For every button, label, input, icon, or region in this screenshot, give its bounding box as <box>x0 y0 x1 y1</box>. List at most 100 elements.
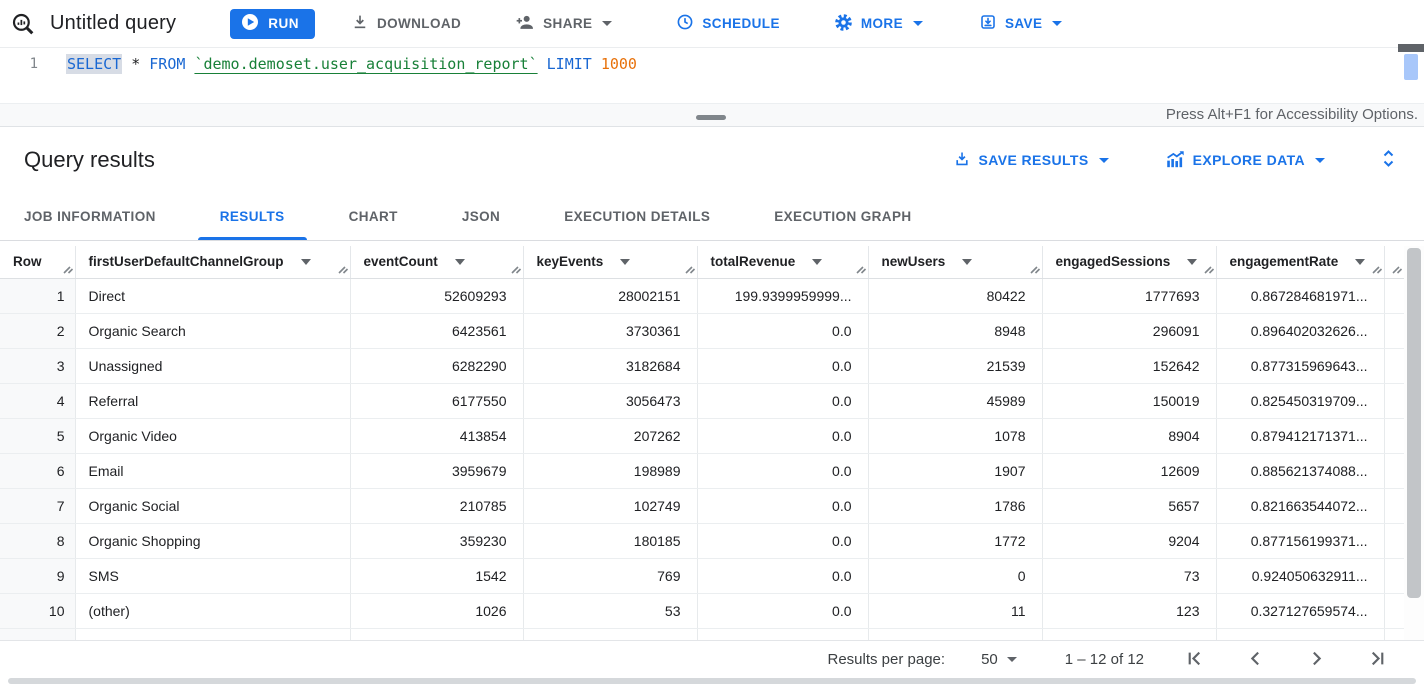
run-label: RUN <box>268 16 299 31</box>
results-actions: SAVE RESULTS EXPLORE DATA <box>947 127 1402 193</box>
collapse-results-button[interactable] <box>1375 144 1402 176</box>
vertical-scrollbar-thumb[interactable] <box>1407 248 1421 598</box>
column-header-eventCount: eventCount <box>350 246 524 279</box>
cell-engagementRate: 0.877315969643... <box>1216 348 1385 384</box>
page-size-select[interactable]: 50 <box>975 650 1023 669</box>
cell-channel: Organic Social <box>75 488 351 524</box>
cell-totalRevenue: 0.0 <box>697 313 869 349</box>
cell-eventCount: 359230 <box>350 523 524 559</box>
query-title[interactable]: Untitled query <box>50 12 177 34</box>
cell-eventCount: 337 <box>350 628 524 640</box>
cell-keyEvents: 131 <box>523 628 698 640</box>
cell-eventCount: 413854 <box>350 418 524 454</box>
tab-chart[interactable]: CHART <box>327 193 420 240</box>
sql-keyword-limit: LIMIT <box>546 55 592 73</box>
cell-row-number: 1 <box>0 278 76 314</box>
column-label: engagementRate <box>1229 254 1339 270</box>
column-header-row: Row <box>0 246 76 279</box>
splitter-handle[interactable] <box>696 115 726 120</box>
cell-row-number: 8 <box>0 523 76 559</box>
cell-engagementRate: 0.821663544072... <box>1216 488 1385 524</box>
cell-filler <box>1384 453 1404 489</box>
schedule-button[interactable]: SCHEDULE <box>670 9 785 38</box>
column-resize-grip[interactable] <box>1029 262 1041 277</box>
save-results-button[interactable]: SAVE RESULTS <box>947 146 1115 175</box>
column-header-filler <box>1384 246 1404 279</box>
sql-editor[interactable]: 1 SELECT * FROM `demo.demoset.user_acqui… <box>0 44 1424 103</box>
cell-engagedSessions: 4 <box>1042 628 1217 640</box>
tab-results[interactable]: RESULTS <box>197 193 307 240</box>
column-menu-button[interactable] <box>960 257 974 267</box>
page-range-label: 1 – 12 of 12 <box>1064 651 1144 668</box>
column-resize-grip[interactable] <box>684 262 696 277</box>
column-resize-grip[interactable] <box>1391 262 1403 277</box>
cell-engagedSessions: 12609 <box>1042 453 1217 489</box>
cell-totalRevenue: 0.0 <box>697 348 869 384</box>
editor-footer-strip: Press Alt+F1 for Accessibility Options. <box>0 103 1424 127</box>
results-title: Query results <box>24 147 155 172</box>
save-icon <box>979 13 997 34</box>
explore-data-button[interactable]: EXPLORE DATA <box>1159 146 1331 175</box>
first-page-icon <box>1186 650 1203 670</box>
sql-limit-value: 1000 <box>600 55 637 73</box>
column-resize-grip[interactable] <box>1203 262 1215 277</box>
column-label: newUsers <box>881 254 946 270</box>
column-menu-button[interactable] <box>1185 257 1199 267</box>
previous-page-button[interactable] <box>1245 648 1266 672</box>
table-row: 8 Organic Shopping 359230 180185 0.0 177… <box>0 523 1404 559</box>
tab-json[interactable]: JSON <box>440 193 522 240</box>
save-button[interactable]: SAVE <box>973 9 1068 38</box>
cell-engagedSessions: 150019 <box>1042 383 1217 419</box>
tab-execution-details[interactable]: EXECUTION DETAILS <box>542 193 732 240</box>
column-resize-grip[interactable] <box>855 262 867 277</box>
table-row: 1 Direct 52609293 28002151 199.939995999… <box>0 278 1404 314</box>
cell-totalRevenue: 0.0 <box>697 383 869 419</box>
horizontal-scrollbar[interactable] <box>8 678 1416 684</box>
column-resize-grip[interactable] <box>510 262 522 277</box>
next-page-button[interactable] <box>1306 648 1327 672</box>
table-reference-link[interactable]: `demo.demoset.user_acquisition_report` <box>194 55 538 73</box>
chevron-down-icon <box>602 21 613 26</box>
editor-scrollbar-thumb[interactable] <box>1404 54 1418 80</box>
column-header-newUsers: newUsers <box>868 246 1043 279</box>
clock-icon <box>676 13 694 34</box>
column-menu-button[interactable] <box>618 257 632 267</box>
table-row: 7 Organic Social 210785 102749 0.0 1786 … <box>0 488 1404 524</box>
column-resize-grip[interactable] <box>1371 262 1383 277</box>
column-menu-button[interactable] <box>299 257 313 267</box>
results-tabs: JOB INFORMATION RESULTS CHART JSON EXECU… <box>0 193 1424 241</box>
sql-code-line[interactable]: SELECT * FROM `demo.demoset.user_acquisi… <box>66 54 637 74</box>
column-resize-grip[interactable] <box>337 262 349 277</box>
cell-keyEvents: 3730361 <box>523 313 698 349</box>
table-header-row: Row firstUserDefaultChannelGroup eventCo… <box>0 246 1404 279</box>
cell-engagementRate: 0.877156199371... <box>1216 523 1385 559</box>
tab-job-information[interactable]: JOB INFORMATION <box>2 193 178 240</box>
play-circle-icon <box>241 13 259 34</box>
share-button[interactable]: SHARE <box>509 8 618 39</box>
page-size-value: 50 <box>981 651 998 668</box>
cell-engagementRate: 0.867284681971... <box>1216 278 1385 314</box>
column-menu-button[interactable] <box>1353 257 1367 267</box>
tab-execution-graph[interactable]: EXECUTION GRAPH <box>752 193 933 240</box>
column-menu-button[interactable] <box>453 257 467 267</box>
cell-filler <box>1384 278 1404 314</box>
first-page-button[interactable] <box>1184 648 1205 672</box>
download-label: DOWNLOAD <box>376 16 462 31</box>
cell-keyEvents: 3182684 <box>523 348 698 384</box>
cell-totalRevenue: 0.0 <box>697 628 869 640</box>
line-number: 1 <box>29 56 38 72</box>
table-vertical-scrollbar[interactable] <box>1404 246 1424 640</box>
download-button[interactable]: DOWNLOAD <box>345 9 467 38</box>
column-label: engagedSessions <box>1055 254 1171 270</box>
last-page-button[interactable] <box>1367 648 1388 672</box>
column-menu-button[interactable] <box>810 257 824 267</box>
cell-engagementRate: 0.327127659574... <box>1216 593 1385 629</box>
cell-eventCount: 52609293 <box>350 278 524 314</box>
more-button[interactable]: MORE <box>828 9 929 39</box>
column-resize-grip[interactable] <box>62 262 74 277</box>
person-add-icon <box>515 12 535 35</box>
cell-channel: Referral <box>75 383 351 419</box>
run-button[interactable]: RUN <box>230 8 315 39</box>
column-header-engagedSessions: engagedSessions <box>1042 246 1217 279</box>
cell-newUsers: 1907 <box>868 453 1043 489</box>
